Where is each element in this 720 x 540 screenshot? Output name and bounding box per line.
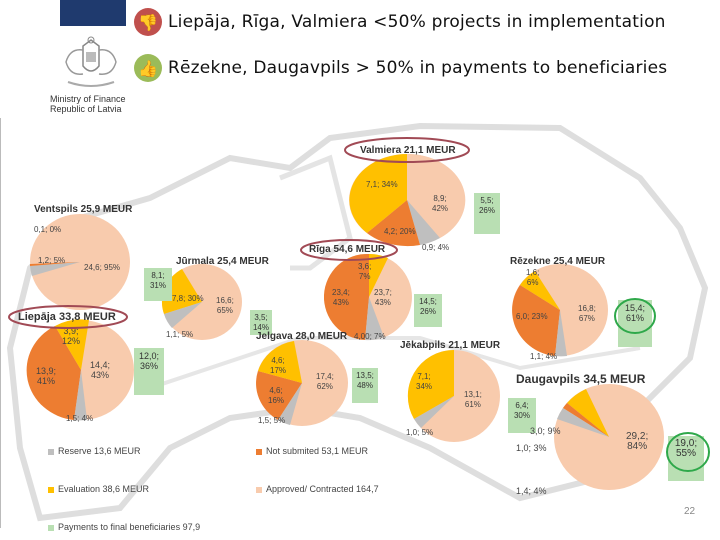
label-jurmala-1: 7,8; 30% [172, 294, 204, 303]
flag-emblem [60, 0, 126, 26]
payments-valmiera: 5,5; 26% [474, 193, 500, 234]
ministry-line-1: Ministry of Finance [50, 94, 126, 104]
label-rezekne-3: 16,8; 67% [578, 304, 596, 323]
pie-jelgava [256, 340, 348, 426]
highlight-ring-riga [300, 239, 398, 261]
pie-liepaja [26, 319, 134, 421]
label-jekabpils-3: 1,0; 5% [406, 428, 434, 437]
label-ventspils-3: 24,6; 95% [84, 263, 121, 272]
label-liepaja-3: 14,4; 43% [90, 360, 111, 380]
title-rezekne: Rēzekne 25,4 MEUR [510, 256, 606, 267]
title-ventspils: Ventspils 25,9 MEUR [34, 204, 133, 215]
label-riga-2: 23,4; 43% [332, 288, 350, 307]
label-liepaja-4: 1,5; 4% [66, 414, 94, 423]
highlight-ring-valmiera [344, 137, 470, 163]
label-jekabpils-1: 7,1; 34% [416, 372, 433, 391]
title-jelgava: Jelgava 28,0 MEUR [256, 331, 348, 342]
payments-riga: 14,5; 26% [414, 294, 442, 327]
highlight-ring-liepaja [8, 305, 128, 329]
legend-approved: Approved/ Contracted 164,7 [266, 484, 379, 494]
title-jekabpils: Jēkabpils 21,1 MEUR [400, 340, 501, 351]
legend-swatch-evaluation [48, 487, 54, 493]
pie-jekabpils [407, 349, 500, 442]
label-rezekne-1: 1,6; 6% [526, 268, 540, 287]
label-riga-1: 3,6; 7% [358, 262, 372, 281]
payments-jelgava: 13,5; 48% [352, 368, 378, 403]
headline-1: Liepāja, Rīga, Valmiera <50% projects in… [168, 12, 666, 32]
label-daugavpils-3: 29,2; 84% [626, 431, 649, 452]
label-jekabpils-2: 13,1; 61% [464, 390, 482, 409]
thumbs-up-icon: 👍 [134, 54, 162, 82]
ministry-name: Ministry of Finance Republic of Latvia [50, 94, 126, 114]
legend-evaluation: Evaluation 38,6 MEUR [58, 484, 150, 494]
label-liepaja-2: 13,9; 41% [36, 366, 57, 386]
label-jurmala-2: 16,6; 65% [216, 296, 234, 315]
legend-reserve: Reserve 13,6 MEUR [58, 446, 141, 456]
pie-daugavpils [554, 384, 664, 490]
title-daugavpils: Daugavpils 34,5 MEUR [516, 372, 646, 386]
highlight-ring-daugavpils [666, 432, 710, 472]
title-liepaja: Liepāja 33,8 MEUR [18, 311, 116, 323]
payments-jurmala-1: 8,1; 31% [144, 268, 172, 301]
legend-swatch-approved [256, 487, 262, 493]
headline-2: Rēzekne, Daugavpils > 50% in payments to… [168, 58, 668, 78]
label-jelgava-4: 1,5; 5% [258, 416, 286, 425]
ministry-line-2: Republic of Latvia [50, 104, 122, 114]
pie-ventspils [29, 214, 130, 310]
title-valmiera: Valmiera 21,1 MEUR [360, 145, 456, 156]
label-daugavpils-4: 1,4; 4% [516, 486, 547, 496]
label-jelgava-2: 4,6; 16% [268, 386, 285, 405]
label-rezekne-2: 6,0; 23% [516, 312, 548, 321]
legend-not-submitted: Not submited 53,1 MEUR [266, 446, 369, 456]
legend-swatch-not-submitted [256, 449, 262, 455]
pie-rezekne [512, 264, 608, 357]
label-valmiera-3: 4,2; 20% [384, 227, 416, 236]
pie-jurmala [161, 264, 242, 340]
legend-swatch-reserve [48, 449, 54, 455]
label-valmiera-4: 0,9; 4% [422, 243, 450, 252]
coat-of-arms-icon [56, 36, 126, 90]
legend-payments: Payments to final beneficiaries 97,9 [58, 522, 201, 532]
pie-riga [324, 253, 412, 341]
label-liepaja-1: 3,9; 12% [62, 326, 81, 346]
legend-swatch-payments [48, 525, 54, 531]
label-jelgava-1: 4,6; 17% [270, 356, 287, 375]
payments-jekabpils: 6,4; 30% [508, 398, 536, 433]
label-ventspils-2: 1,2; 5% [38, 256, 66, 265]
title-riga: Rīga 54,6 MEUR [309, 244, 386, 255]
highlight-ring-rezekne [614, 298, 656, 334]
page-number: 22 [684, 506, 696, 517]
label-riga-3: 23,7; 43% [374, 288, 392, 307]
title-jurmala: Jūrmala 25,4 MEUR [176, 256, 269, 267]
payments-daugavpils: 19,0; 55% [668, 436, 704, 481]
label-jurmala-3: 1,1; 5% [166, 330, 194, 339]
label-daugavpils-1: 3,0; 9% [530, 426, 561, 436]
label-jelgava-3: 17,4; 62% [316, 372, 334, 391]
label-daugavpils-2: 1,0; 3% [516, 443, 547, 453]
pie-valmiera [349, 153, 466, 247]
payments-rezekne: 15,4; 61% [618, 300, 652, 347]
payments-liepaja: 12,0; 36% [134, 348, 164, 395]
label-valmiera-1: 7,1; 34% [366, 180, 398, 189]
label-valmiera-2: 8,9; 42% [432, 194, 449, 213]
label-rezekne-4: 1,1; 4% [530, 352, 558, 361]
label-riga-4: 4,00; 7% [354, 332, 386, 341]
payments-jurmala-2: 3,5; 14% [250, 310, 272, 335]
label-ventspils-1: 0,1; 0% [34, 225, 62, 234]
thumbs-down-icon: 👎 [134, 8, 162, 36]
